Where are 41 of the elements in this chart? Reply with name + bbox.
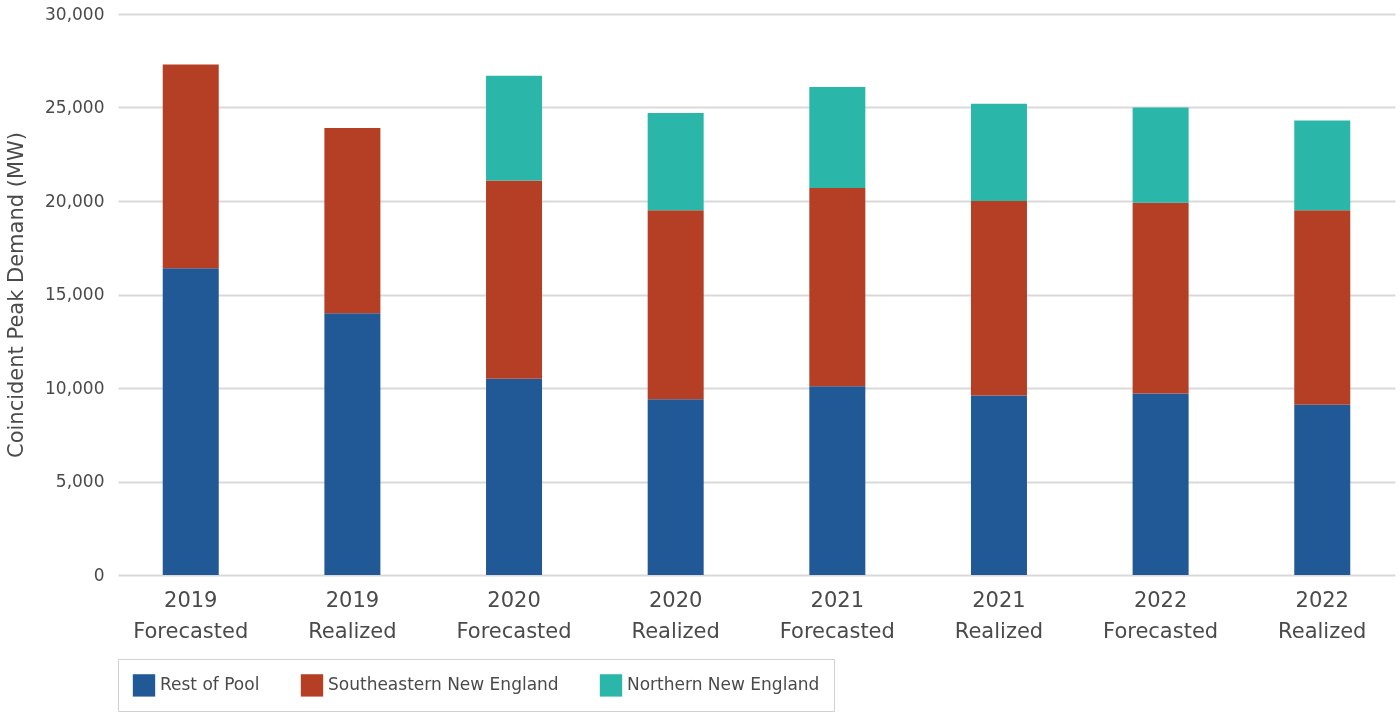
bar	[486, 378, 543, 575]
y-tick-label: 15,000	[45, 284, 105, 304]
legend-label: Southeastern New England	[328, 674, 559, 695]
bar	[647, 210, 704, 400]
x-tick-label: 2019 Realized	[308, 587, 397, 643]
y-tick-label: 5,000	[55, 471, 105, 491]
x-tick-label: 2020 Realized	[631, 587, 720, 643]
bar	[647, 113, 704, 211]
bar	[970, 201, 1027, 396]
bar	[1294, 120, 1351, 211]
x-tick-label: 2021 Realized	[954, 587, 1044, 643]
bar	[647, 399, 704, 575]
bar	[162, 64, 219, 269]
x-tick-label: 2020 Forecasted	[456, 587, 572, 643]
y-axis-title: Coincident Peak Demand (MW)	[4, 131, 29, 459]
y-tick-label: 10,000	[45, 377, 105, 398]
bar	[1294, 210, 1351, 405]
legend-label: Rest of Pool	[160, 674, 260, 695]
x-tick-label: 2022 Realized	[1278, 587, 1367, 643]
bar	[486, 75, 543, 181]
bar	[162, 268, 219, 575]
bar	[809, 86, 866, 188]
legend-label: Northern New England	[627, 674, 820, 695]
bar	[809, 386, 866, 575]
y-tick-label: 30,000	[45, 3, 105, 24]
bar	[1294, 404, 1351, 575]
bar	[809, 187, 866, 387]
x-tick-label: 2021 Forecasted	[779, 587, 895, 643]
x-tick-label: 2022 Forecasted	[1103, 587, 1219, 643]
x-tick-label: 2019 Forecasted	[133, 587, 249, 643]
bar	[970, 395, 1027, 575]
bar	[970, 103, 1027, 201]
bar	[1132, 202, 1189, 394]
y-tick-label: 25,000	[45, 97, 105, 117]
bar	[324, 313, 381, 575]
bar	[324, 128, 381, 314]
y-tick-label: 20,000	[45, 190, 105, 211]
bar	[1132, 393, 1189, 575]
bar	[1132, 107, 1189, 203]
y-tick-label: 0	[93, 564, 105, 585]
bar	[486, 180, 543, 379]
